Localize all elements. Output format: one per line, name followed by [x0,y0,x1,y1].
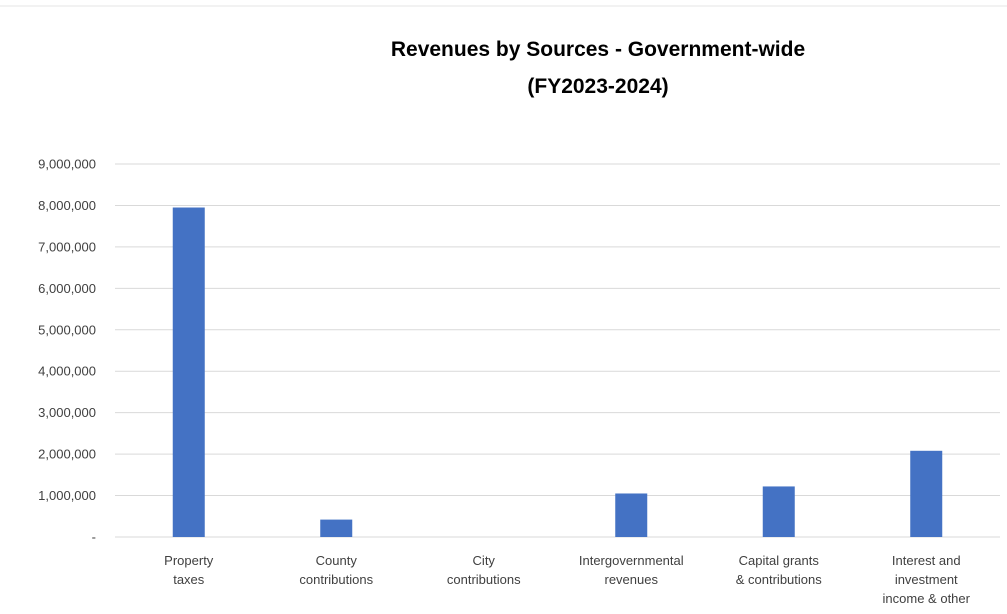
bars [172,207,943,537]
y-tick-label: 7,000,000 [38,239,96,254]
bar [762,486,795,537]
gridlines [115,163,1000,538]
x-axis-category-labels: Property taxes County contributions City cont… [164,553,970,606]
chart-title-line-1: Revenues by Sources - Government-wide [391,38,805,61]
chart-title-line-2: (FY2023-2024) [527,75,668,98]
y-axis-tick-labels: - 1,000,000 2,000,000 3,000,000 4,000,000 5,0… [38,157,96,545]
category-label: Property taxes [164,553,214,587]
category-label: Capital grants & contributions [736,553,822,587]
category-label: Intergovernmental revenues [579,553,684,587]
bar [172,207,205,537]
bar [615,493,648,537]
y-tick-label: 2,000,000 [38,447,96,462]
bar [910,450,943,537]
y-tick-label: 9,000,000 [38,157,96,172]
y-tick-label: 8,000,000 [38,198,96,213]
category-label: City contributions [447,553,521,587]
y-tick-label: 6,000,000 [38,281,96,296]
y-tick-label: - [92,530,96,545]
y-tick-label: 4,000,000 [38,364,96,379]
y-tick-label: 3,000,000 [38,405,96,420]
y-tick-label: 1,000,000 [38,488,96,503]
category-label: County contributions [299,553,373,587]
category-label: Interest and investment income & other [883,553,971,606]
bar [320,519,353,537]
y-tick-label: 5,000,000 [38,322,96,337]
